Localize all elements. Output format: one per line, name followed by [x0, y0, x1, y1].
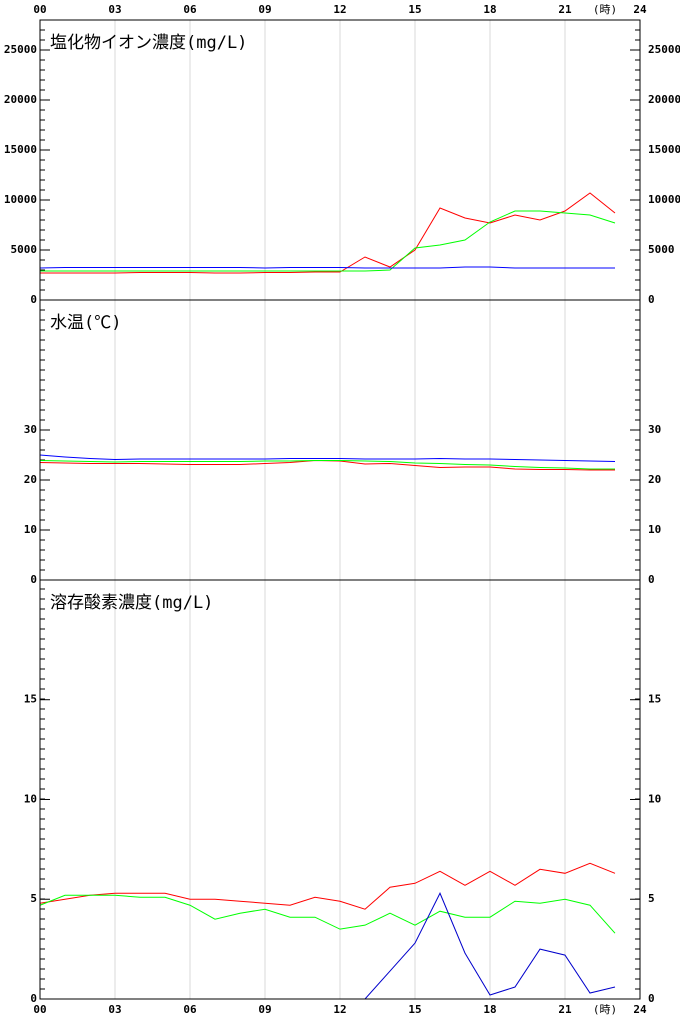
- x-tick-label: 03: [108, 1003, 121, 1016]
- y-tick-label: 10: [24, 792, 37, 805]
- x-tick-label: 06: [183, 3, 197, 16]
- y-tick-label: 10: [24, 523, 37, 536]
- y-tick-label: 20000: [4, 93, 37, 106]
- y-tick-label: 5: [30, 892, 37, 905]
- data-line: [40, 210, 616, 272]
- x-tick-label: 03: [108, 3, 121, 16]
- x-tick-label: 00: [33, 3, 46, 16]
- x-tick-label: 24: [633, 3, 647, 16]
- y-tick-label: 15: [648, 693, 661, 706]
- x-tick-label: 00: [33, 1003, 46, 1016]
- x-tick-label: 18: [483, 3, 496, 16]
- y-tick-label: 10000: [648, 193, 680, 206]
- data-line: [39, 460, 615, 470]
- x-unit: (時): [593, 1003, 617, 1016]
- y-tick-label: 5: [648, 892, 655, 905]
- y-tick-label: 10000: [4, 193, 37, 206]
- y-tick-label: 20000: [648, 93, 680, 106]
- x-tick-label: 12: [333, 1003, 346, 1016]
- x-tick-label: 06: [183, 1003, 197, 1016]
- y-tick-label: 0: [648, 573, 655, 586]
- x-tick-label: 09: [258, 1003, 271, 1016]
- y-tick-label: 25000: [4, 43, 37, 56]
- plot-frame: [39, 579, 641, 1000]
- y-tick-label: 15000: [4, 143, 37, 156]
- y-tick-label: 0: [648, 992, 655, 1005]
- chart-title: 水温(℃): [50, 313, 121, 333]
- data-line: [39, 862, 616, 910]
- y-tick-label: 5000: [11, 243, 38, 256]
- x-tick-label: 15: [408, 1003, 421, 1016]
- x-tick-label: 18: [483, 1003, 496, 1016]
- y-tick-label: 15: [24, 693, 37, 706]
- data-line: [39, 894, 616, 934]
- y-tick-label: 0: [648, 293, 655, 306]
- x-tick-label: 21: [558, 1003, 572, 1016]
- data-line: [39, 454, 616, 462]
- y-tick-label: 0: [30, 573, 37, 586]
- y-tick-label: 30: [648, 423, 661, 436]
- x-tick-label: 21: [558, 3, 572, 16]
- x-tick-label: 09: [258, 3, 271, 16]
- x-tick-label: 12: [333, 3, 346, 16]
- y-tick-label: 20: [648, 473, 661, 486]
- data-line: [40, 892, 616, 1000]
- y-tick-label: 0: [30, 992, 37, 1005]
- x-tick-label: 15: [408, 3, 421, 16]
- y-tick-label: 25000: [648, 43, 680, 56]
- data-line: [39, 266, 615, 269]
- chart-title: 溶存酸素濃度(mg/L): [50, 593, 213, 613]
- y-tick-label: 0: [30, 293, 37, 306]
- x-tick-label: 24: [633, 1003, 647, 1016]
- y-tick-label: 10: [648, 792, 661, 805]
- y-tick-label: 5000: [648, 243, 675, 256]
- y-tick-label: 15000: [648, 143, 680, 156]
- y-tick-label: 10: [648, 523, 661, 536]
- data-line: [40, 192, 616, 274]
- y-tick-label: 20: [24, 473, 37, 486]
- chart-title: 塩化物イオン濃度(mg/L): [50, 33, 247, 53]
- x-unit: (時): [593, 3, 617, 16]
- y-tick-label: 30: [24, 423, 37, 436]
